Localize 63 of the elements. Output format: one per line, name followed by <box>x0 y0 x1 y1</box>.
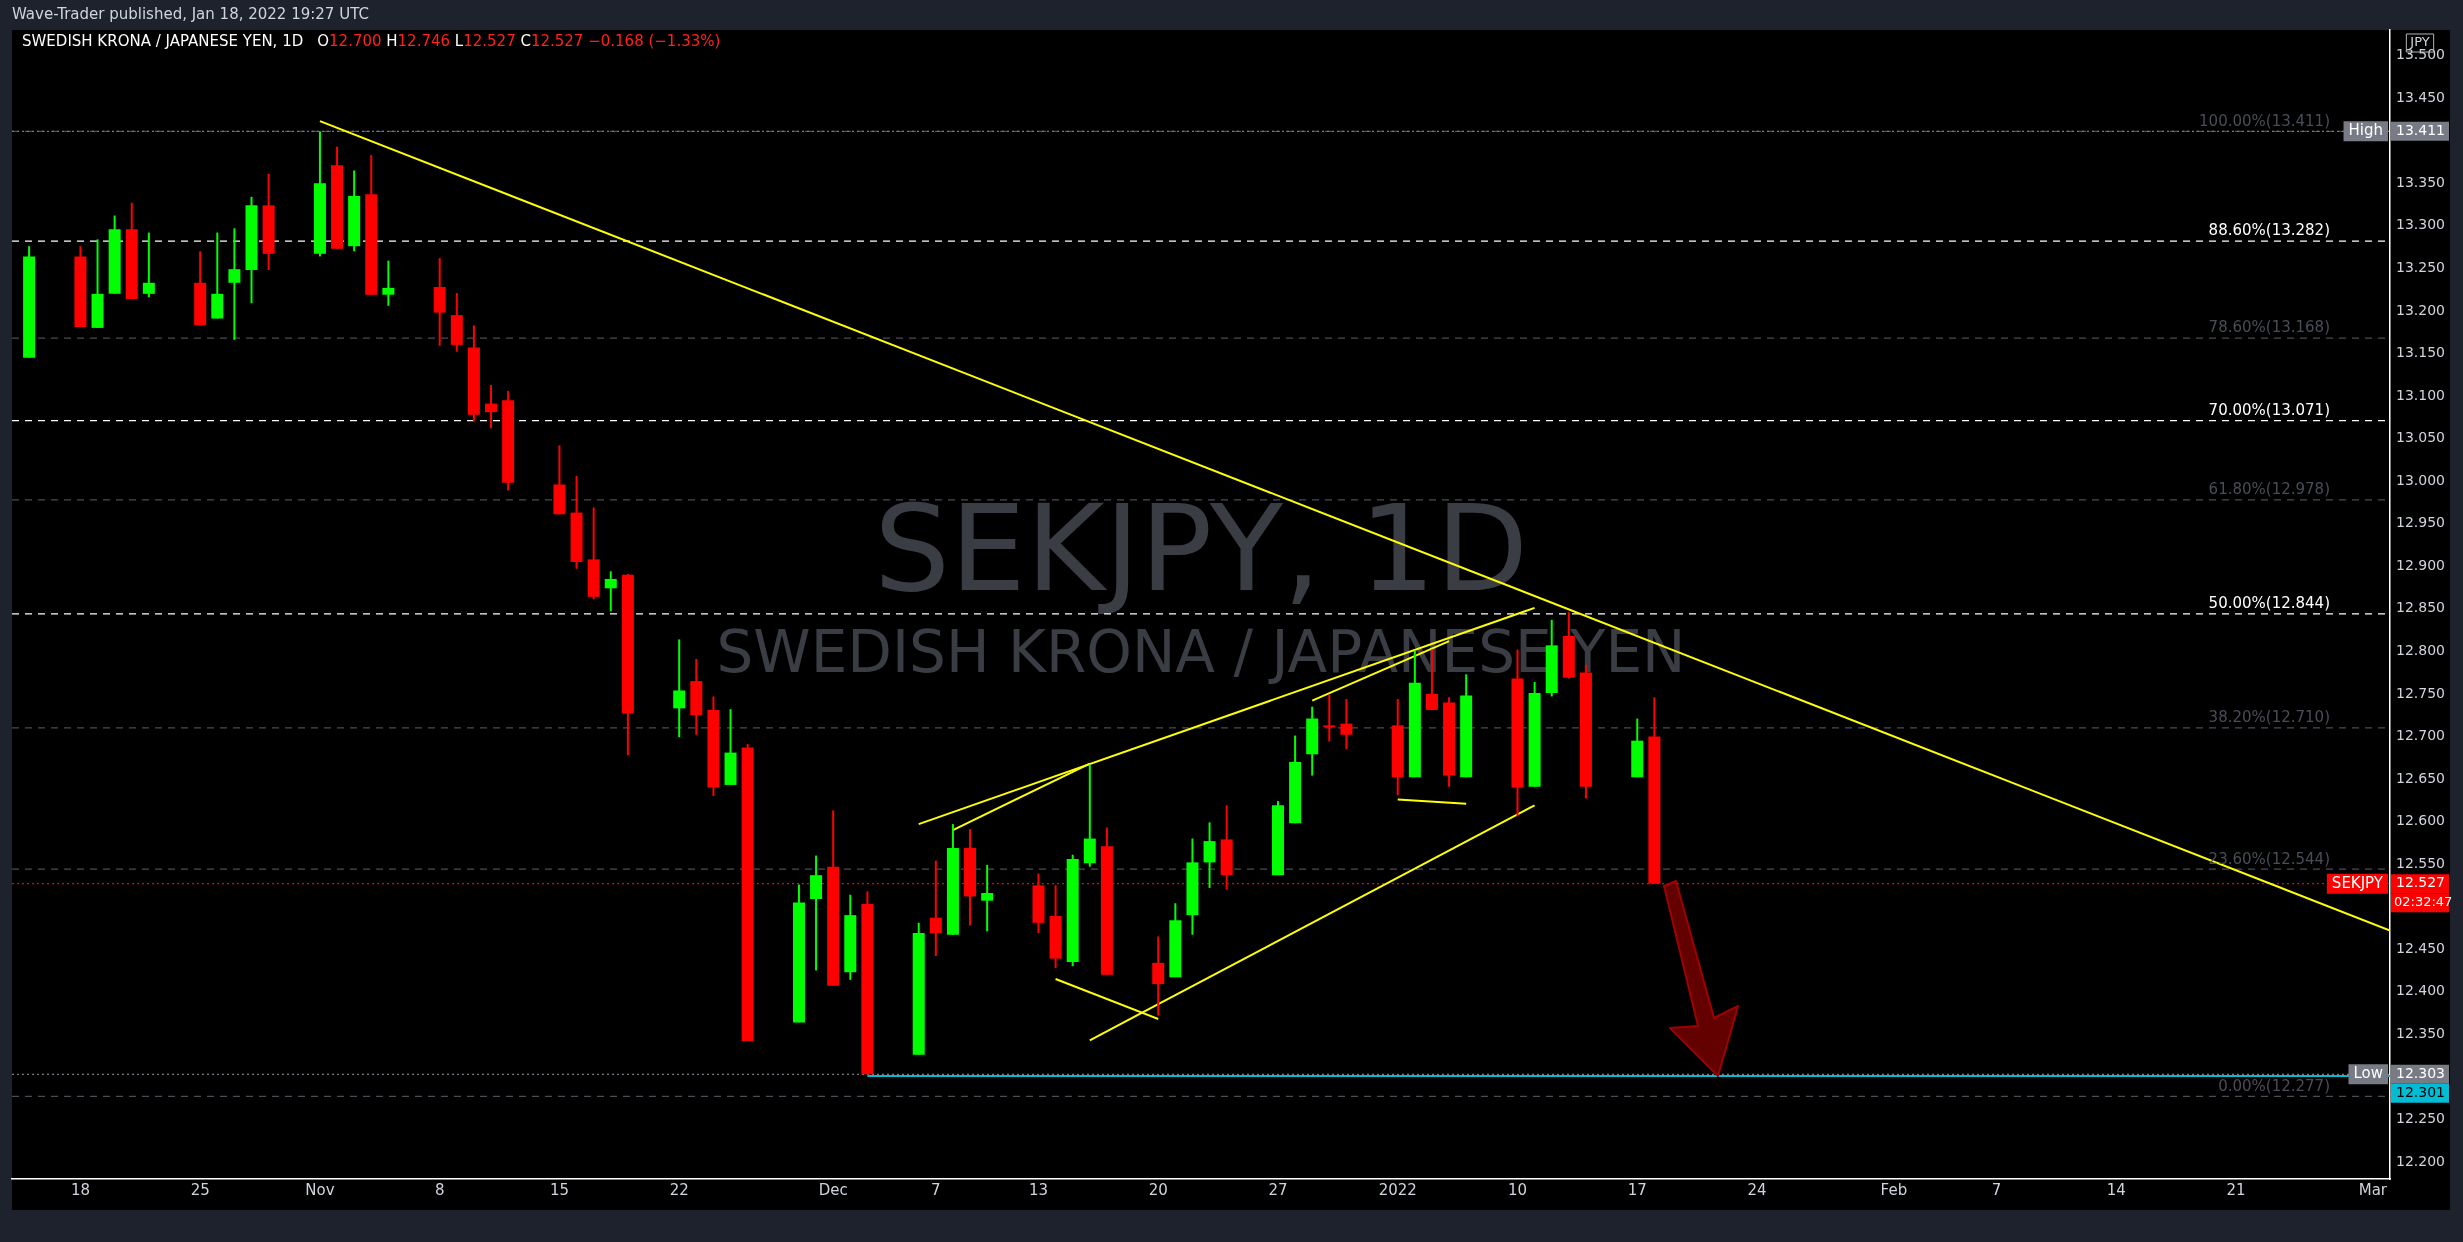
x-tick-label: 15 <box>549 1180 569 1199</box>
x-tick-label: 8 <box>434 1180 445 1199</box>
x-tick-label: 27 <box>1268 1180 1288 1199</box>
x-tick-label: 2022 <box>1378 1180 1417 1199</box>
x-tick-label: 7 <box>1991 1180 2002 1199</box>
y-tick-label: 12.650 <box>2396 769 2445 786</box>
y-tick-label: 12.750 <box>2396 684 2445 701</box>
y-tick-label: 12.400 <box>2396 982 2445 999</box>
x-tick-label: 10 <box>1507 1180 1528 1199</box>
y-tick-label: 13.000 <box>2396 471 2445 488</box>
y-axis-title: JPY <box>2409 34 2430 50</box>
ref-line-label: Low <box>2353 1064 2384 1083</box>
x-tick-label: 17 <box>1627 1180 1647 1199</box>
y-tick-label: 12.250 <box>2396 1110 2445 1127</box>
y-tick-label: 13.150 <box>2396 344 2445 361</box>
y-tick-label: 12.900 <box>2396 556 2445 573</box>
annotation: O12.700 H12.746 L12.527 C12.527 −0.168 (−1.33%) <box>317 31 721 50</box>
y-tick-label: 12.550 <box>2396 854 2445 871</box>
y-tick-label: 13.050 <box>2396 429 2445 446</box>
x-tick-label: 24 <box>1747 1180 1767 1199</box>
text: 13.411 <box>2396 121 2445 138</box>
x-tick-label: 13 <box>1028 1180 1049 1199</box>
ref-line-label: 78.60%(13.168) <box>2208 318 2330 337</box>
data-label: 12.301 <box>2396 1083 2445 1100</box>
y-tick-label: 12.200 <box>2396 1152 2445 1169</box>
ref-line-label: 0.00%(12.277) <box>2218 1076 2330 1095</box>
ref-line-label: SEKJPY <box>2331 873 2384 892</box>
y-tick-label: 13.200 <box>2396 301 2445 318</box>
text: 12.527 <box>2396 874 2445 891</box>
y-tick-label: 12.700 <box>2396 727 2445 744</box>
x-tick-label: 18 <box>70 1180 90 1199</box>
chart-title: SWEDISH KRONA / JAPANESE YEN, 1D <box>22 31 304 50</box>
y-tick-label: 13.450 <box>2396 88 2445 105</box>
y-tick-label: 13.250 <box>2396 258 2445 275</box>
y-tick-label: 12.800 <box>2396 641 2445 658</box>
y-tick-label: 13.350 <box>2396 173 2445 190</box>
y-tick-label: 12.600 <box>2396 812 2445 829</box>
ref-line-label: 23.60%(12.544) <box>2208 849 2330 868</box>
x-tick-label: 21 <box>2226 1180 2246 1199</box>
ref-line-label: 100.00%(13.411) <box>2199 111 2330 130</box>
ref-line-label: 50.00%(12.844) <box>2208 594 2330 613</box>
x-tick-label: Mar <box>2358 1180 2388 1199</box>
ref-line-label: 70.00%(13.071) <box>2208 401 2330 420</box>
y-tick-label: 12.450 <box>2396 939 2445 956</box>
ref-line-label: 61.80%(12.978) <box>2208 480 2330 499</box>
y-tick-label: 13.100 <box>2396 386 2445 403</box>
x-tick-label: 14 <box>2106 1180 2126 1199</box>
x-tick-label: 20 <box>1148 1180 1168 1199</box>
x-tick-label: 7 <box>931 1180 941 1199</box>
x-tick-label: 22 <box>669 1180 689 1199</box>
x-tick-label: Dec <box>818 1180 848 1199</box>
ref-line-label: 38.20%(12.710) <box>2208 708 2330 727</box>
y-tick-label: 12.350 <box>2396 1024 2445 1041</box>
y-tick-label: 12.950 <box>2396 514 2445 531</box>
y-tick-label: 13.300 <box>2396 216 2445 233</box>
ref-line-label: High <box>2348 121 2384 140</box>
x-tick-label: Nov <box>305 1180 335 1199</box>
x-tick-label: Feb <box>1880 1180 1908 1199</box>
chart-subtitle: Wave-Trader published, Jan 18, 2022 19:27 UTC <box>12 4 369 23</box>
ref-line-label: 88.60%(13.282) <box>2208 221 2330 240</box>
y-tick-label: 12.850 <box>2396 599 2445 616</box>
text: 12.303 <box>2396 1064 2445 1081</box>
x-tick-label: 25 <box>190 1180 210 1199</box>
